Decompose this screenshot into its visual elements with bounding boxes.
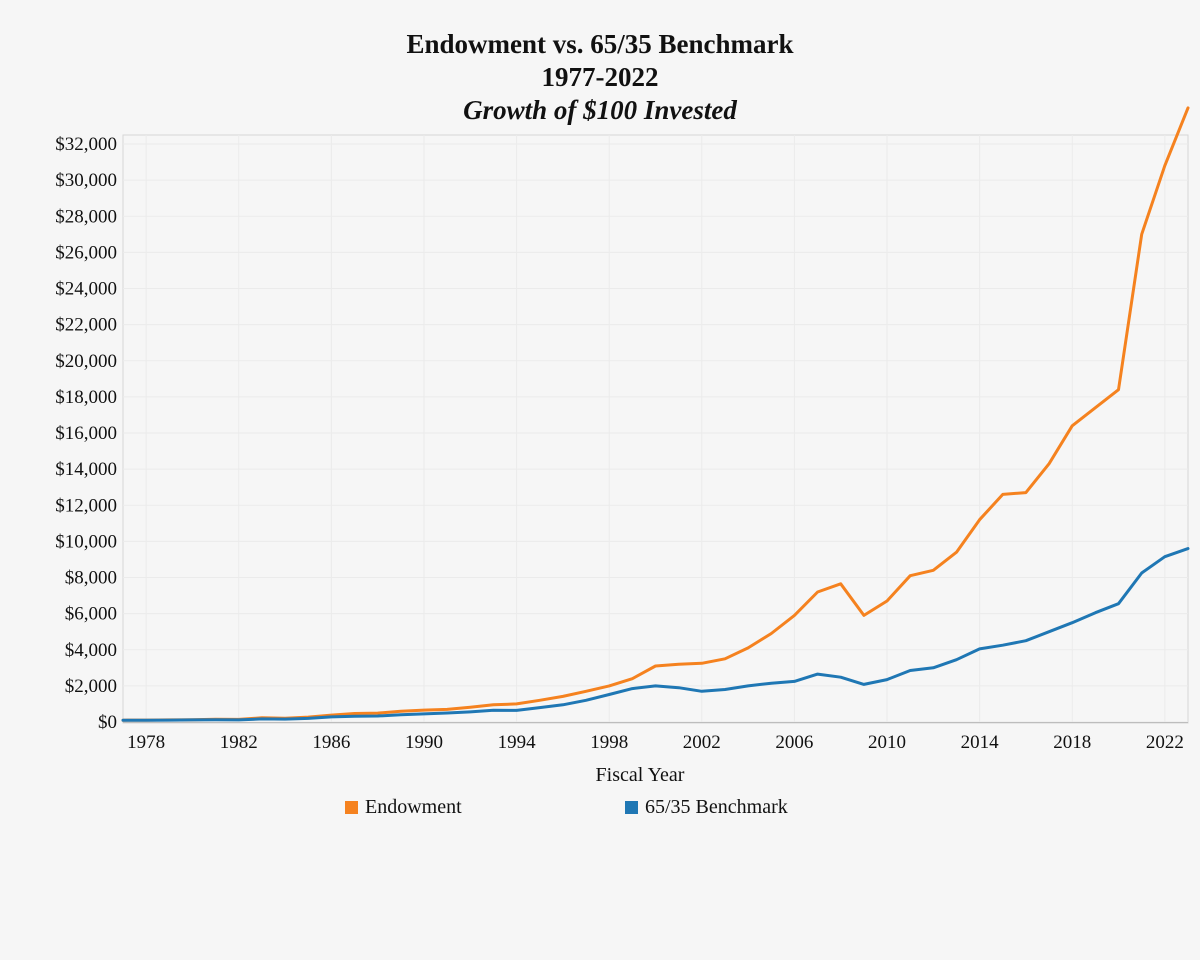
- x-tick-label: 1978: [127, 732, 165, 753]
- x-axis-title: Fiscal Year: [596, 764, 685, 786]
- legend-label-benchmark: 65/35 Benchmark: [645, 796, 788, 818]
- x-tick-label: 2018: [1053, 732, 1091, 753]
- axis-layer: $0 $2,000 $4,000 $6,000 $8,000 $10,000 $12,000…: [55, 134, 1188, 753]
- x-tick-label: 2002: [683, 732, 721, 753]
- x-tick-label: 2006: [775, 732, 813, 753]
- x-tick-label: 1994: [498, 732, 537, 753]
- x-tick-label: 2010: [868, 732, 906, 753]
- y-tick-label: $14,000: [55, 459, 117, 480]
- legend-item-benchmark: 65/35 Benchmark: [625, 796, 788, 819]
- y-tick-label: $10,000: [55, 531, 117, 552]
- y-tick-label: $30,000: [55, 170, 117, 191]
- y-tick-label: $12,000: [55, 495, 117, 516]
- chart-title-block: Endowment vs. 65/35 Benchmark 1977-2022 …: [0, 28, 1200, 127]
- series-layer: [121, 106, 1190, 722]
- legend-item-endowment: Endowment: [345, 796, 462, 819]
- y-tick-label: $22,000: [55, 315, 117, 336]
- legend-label-endowment: Endowment: [365, 796, 462, 818]
- y-tick-label: $24,000: [55, 279, 117, 300]
- y-tick-label: $32,000: [55, 134, 117, 155]
- y-tick-label: $18,000: [55, 387, 117, 408]
- y-tick-label: $4,000: [65, 640, 117, 661]
- legend-swatch-benchmark: [625, 801, 638, 814]
- y-tick-label: $26,000: [55, 242, 117, 263]
- chart-subtitle-italic: Growth of $100 Invested: [463, 95, 737, 125]
- x-tick-label: 1986: [312, 732, 350, 753]
- y-tick-label: $8,000: [65, 568, 117, 589]
- x-tick-label: 1998: [590, 732, 628, 753]
- y-tick-label: $28,000: [55, 206, 117, 227]
- legend-swatch-endowment: [345, 801, 358, 814]
- x-tick-label: 2022: [1146, 732, 1184, 753]
- y-tick-label: $0: [98, 712, 117, 733]
- series-line-benchmark: [121, 547, 1190, 722]
- y-tick-label: $20,000: [55, 351, 117, 372]
- x-tick-label: 1982: [220, 732, 258, 753]
- legend: Endowment 65/35 Benchmark: [0, 796, 1200, 824]
- x-tick-label: 2014: [961, 732, 1000, 753]
- chart-subtitle: 1977-2022: [541, 62, 659, 92]
- chart-title: Endowment vs. 65/35 Benchmark: [406, 29, 794, 59]
- plot-area: [122, 134, 1189, 724]
- y-tick-label: $2,000: [65, 676, 117, 697]
- x-tick-label: 1990: [405, 732, 443, 753]
- y-tick-label: $6,000: [65, 604, 117, 625]
- y-tick-label: $16,000: [55, 423, 117, 444]
